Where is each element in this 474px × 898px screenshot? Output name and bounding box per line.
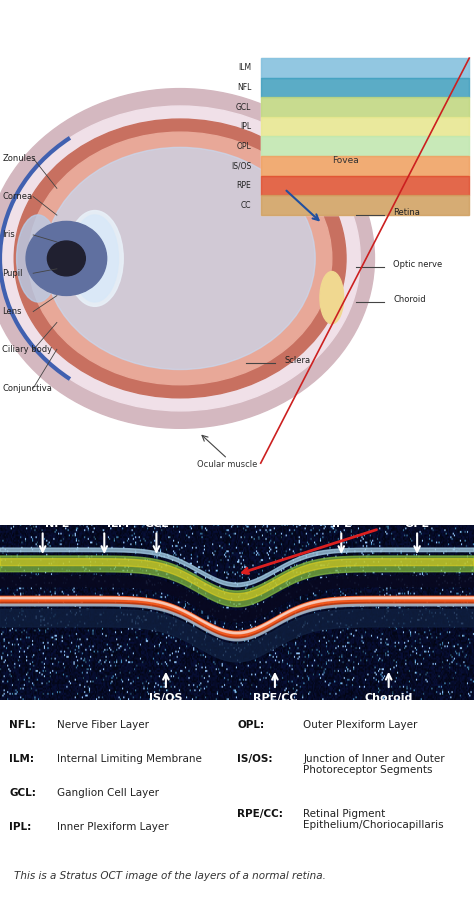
Bar xyxy=(261,117,469,136)
Bar xyxy=(261,136,469,156)
Text: Lens: Lens xyxy=(2,307,22,316)
Text: OPL: OPL xyxy=(237,142,251,151)
Text: RPE: RPE xyxy=(237,181,251,190)
Text: NFL:: NFL: xyxy=(9,720,36,730)
Ellipse shape xyxy=(71,215,118,302)
Text: Internal Limiting Membrane: Internal Limiting Membrane xyxy=(57,753,202,764)
Text: NFL: NFL xyxy=(237,83,251,92)
Text: IPL: IPL xyxy=(332,519,351,529)
Text: Stratus OCT Image: Stratus OCT Image xyxy=(142,496,332,515)
Text: Ganglion Cell Layer: Ganglion Cell Layer xyxy=(57,788,159,797)
Text: Outer Plexiform Layer: Outer Plexiform Layer xyxy=(303,720,418,730)
Bar xyxy=(261,97,469,117)
Bar xyxy=(261,195,469,215)
Text: GCL: GCL xyxy=(236,102,251,111)
Text: This is a Stratus OCT image of the layers of a normal retina.: This is a Stratus OCT image of the layer… xyxy=(14,871,326,882)
Text: Junction of Inner and Outer
Photoreceptor Segments: Junction of Inner and Outer Photorecepto… xyxy=(303,753,445,775)
Ellipse shape xyxy=(0,106,360,411)
Text: Retinal Pigment
Epithelium/Choriocapillaris: Retinal Pigment Epithelium/Choriocapilla… xyxy=(303,809,444,831)
Text: Sclera: Sclera xyxy=(284,356,310,365)
Ellipse shape xyxy=(0,89,374,428)
Text: IS/OS: IS/OS xyxy=(149,693,182,703)
Text: Fovea: Fovea xyxy=(332,155,358,164)
Text: Cornea: Cornea xyxy=(2,192,33,201)
Bar xyxy=(261,58,469,215)
Ellipse shape xyxy=(320,271,344,324)
Text: Ciliary body: Ciliary body xyxy=(2,346,53,355)
Ellipse shape xyxy=(28,132,332,384)
Text: IPL:: IPL: xyxy=(9,822,32,832)
Text: IPL: IPL xyxy=(240,122,251,131)
Text: Retina: Retina xyxy=(393,208,420,217)
Text: Pupil: Pupil xyxy=(2,269,23,277)
Ellipse shape xyxy=(45,147,315,369)
Bar xyxy=(261,78,469,97)
Ellipse shape xyxy=(66,210,123,306)
Bar xyxy=(261,58,469,78)
Text: Conjunctiva: Conjunctiva xyxy=(2,383,52,392)
Ellipse shape xyxy=(14,119,346,398)
Text: Ocular muscle: Ocular muscle xyxy=(197,461,258,470)
Text: NFL: NFL xyxy=(45,519,69,529)
Text: The Layers of the Retina: The Layers of the Retina xyxy=(102,15,372,34)
Text: ILM: ILM xyxy=(238,64,251,73)
Text: IS/OS:: IS/OS: xyxy=(237,753,273,764)
Text: OPL: OPL xyxy=(405,519,429,529)
Text: Nerve Fiber Layer: Nerve Fiber Layer xyxy=(57,720,149,730)
Text: Optic nerve: Optic nerve xyxy=(393,260,443,269)
Text: IS/OS: IS/OS xyxy=(231,162,251,171)
Bar xyxy=(261,176,469,195)
Text: CC: CC xyxy=(241,200,251,209)
Text: Zonules: Zonules xyxy=(2,154,36,163)
Text: Iris: Iris xyxy=(2,231,15,240)
Text: ILM: ILM xyxy=(107,519,128,529)
Bar xyxy=(261,156,469,176)
Text: GCL:: GCL: xyxy=(9,788,36,797)
Circle shape xyxy=(26,222,107,295)
Text: GCL: GCL xyxy=(144,519,169,529)
Text: RPE/CC: RPE/CC xyxy=(253,693,297,703)
Text: Choroid: Choroid xyxy=(393,295,426,304)
Text: OPL:: OPL: xyxy=(237,720,264,730)
Text: Choroid: Choroid xyxy=(365,693,413,703)
Text: Inner Plexiform Layer: Inner Plexiform Layer xyxy=(57,822,168,832)
Circle shape xyxy=(47,241,85,276)
Ellipse shape xyxy=(17,215,59,302)
Text: RPE/CC:: RPE/CC: xyxy=(237,809,283,819)
Text: ILM:: ILM: xyxy=(9,753,35,764)
